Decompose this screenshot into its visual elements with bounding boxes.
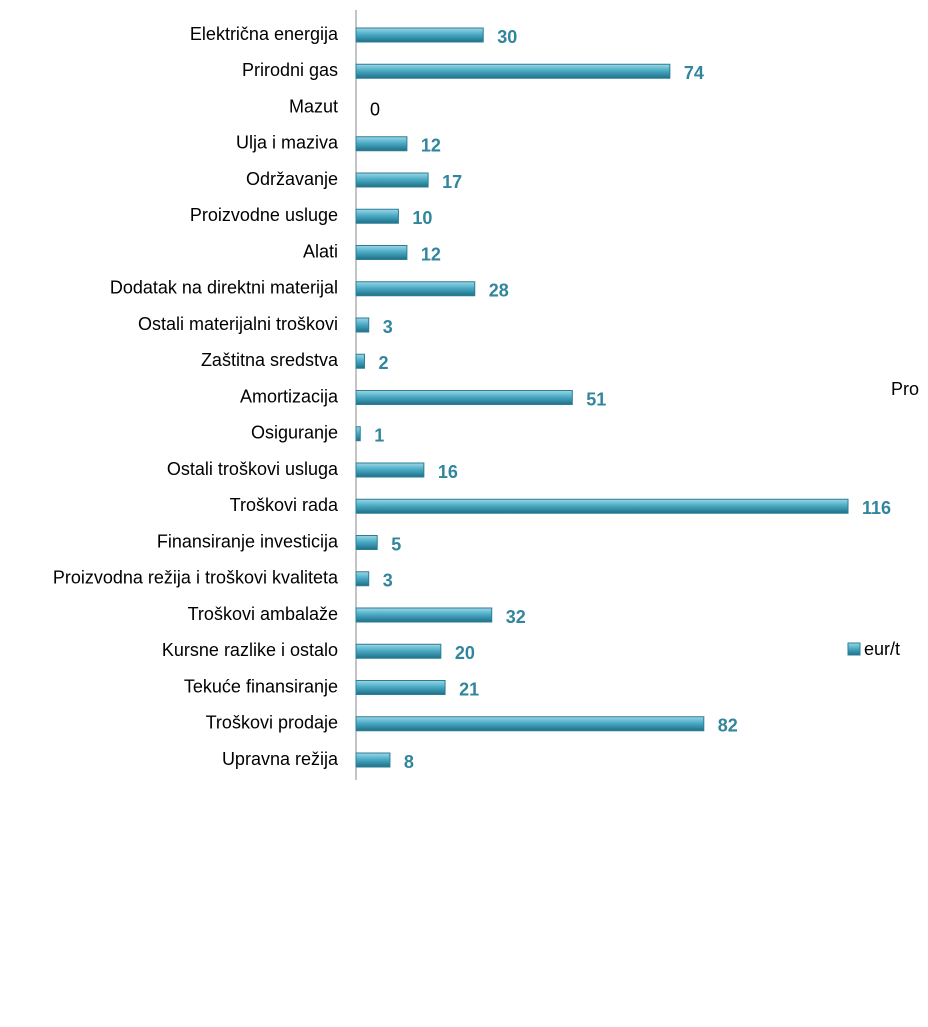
category-label: Proizvodne usluge xyxy=(190,205,338,225)
bar xyxy=(355,535,378,550)
value-label: 12 xyxy=(421,244,441,264)
category-label: Kursne razlike i ostalo xyxy=(162,640,338,660)
category-label: Tekuće finansiranje xyxy=(184,676,338,696)
category-label: Proizvodna režija i troškovi kvaliteta xyxy=(53,568,339,588)
category-label: Troškovi rada xyxy=(230,495,339,515)
bar xyxy=(355,245,408,260)
category-label: Alati xyxy=(303,241,338,261)
value-label: 74 xyxy=(684,63,704,83)
category-label: Osiguranje xyxy=(251,423,338,443)
value-label: 12 xyxy=(421,136,441,156)
bar xyxy=(355,27,484,43)
value-label: 28 xyxy=(489,281,509,301)
bar xyxy=(355,208,399,224)
value-label: 0 xyxy=(370,99,380,119)
category-label: Amortizacija xyxy=(240,386,339,406)
value-label: 30 xyxy=(497,27,517,47)
value-label: 3 xyxy=(383,317,393,337)
category-label: Troškovi ambalaže xyxy=(188,604,338,624)
value-label: 20 xyxy=(455,643,475,663)
value-label: 8 xyxy=(404,752,414,772)
value-label: 16 xyxy=(438,462,458,482)
value-label: 3 xyxy=(383,571,393,591)
bar xyxy=(355,172,429,188)
legend-label: eur/t xyxy=(864,639,900,659)
bar xyxy=(355,353,365,369)
category-label: Ulja i maziva xyxy=(236,133,339,153)
category-label: Održavanje xyxy=(246,169,338,189)
category-label: Zaštitna sredstva xyxy=(201,350,339,370)
bar xyxy=(355,390,573,405)
bar xyxy=(355,643,442,659)
category-label: Ostali troškovi usluga xyxy=(167,459,339,479)
bar xyxy=(355,498,849,514)
value-label: 1 xyxy=(374,426,384,446)
category-label: Troškovi prodaje xyxy=(206,713,338,733)
category-label: Dodatak na direktni materijal xyxy=(110,278,338,298)
bar xyxy=(355,136,408,152)
bar xyxy=(355,462,425,478)
category-label: Upravna režija xyxy=(222,749,339,769)
bar xyxy=(355,607,493,623)
value-label: 2 xyxy=(378,353,388,373)
category-label: Ostali materijalni troškovi xyxy=(138,314,338,334)
bar xyxy=(355,716,705,732)
bar xyxy=(355,426,361,442)
annotation: Pro xyxy=(891,379,919,399)
value-label: 17 xyxy=(442,172,462,192)
value-label: 116 xyxy=(862,498,891,518)
bar xyxy=(355,752,391,768)
category-label: Električna energija xyxy=(190,24,339,44)
value-label: 32 xyxy=(506,607,526,627)
value-label: 82 xyxy=(718,716,738,736)
bar xyxy=(355,281,476,297)
bar xyxy=(355,571,370,587)
bar xyxy=(355,680,446,695)
value-label: 10 xyxy=(412,208,432,228)
bar xyxy=(355,317,370,333)
category-label: Mazut xyxy=(289,96,338,116)
category-label: Prirodni gas xyxy=(242,60,338,80)
value-label: 5 xyxy=(391,534,401,554)
value-label: 21 xyxy=(459,679,479,699)
legend-swatch xyxy=(847,642,861,656)
bar xyxy=(355,63,671,79)
category-label: Finansiranje investicija xyxy=(157,531,339,551)
value-label: 51 xyxy=(586,389,606,409)
